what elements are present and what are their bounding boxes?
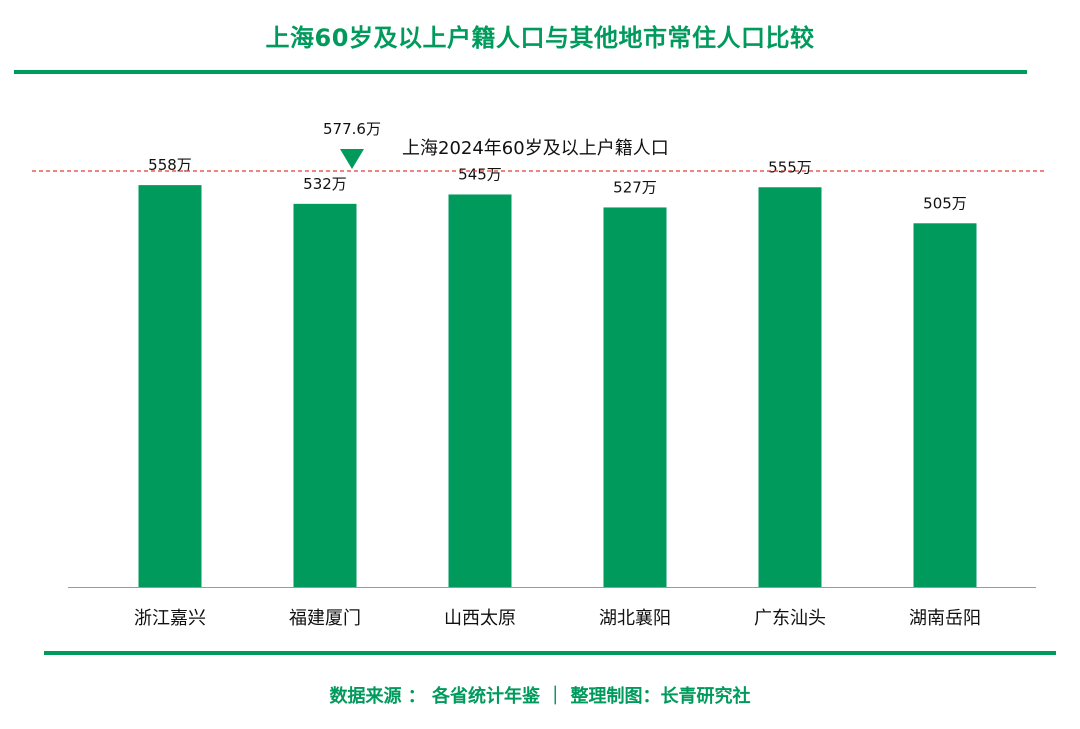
reference-line-label: 上海2024年60岁及以上户籍人口 <box>402 138 669 159</box>
bar-value-label: 505万 <box>923 194 967 212</box>
x-tick-label: 广东汕头 <box>754 608 826 629</box>
x-tick-label: 福建厦门 <box>289 608 361 629</box>
bar <box>758 187 822 587</box>
bar <box>603 207 667 587</box>
bar <box>448 194 512 587</box>
bar-value-label: 532万 <box>303 175 347 193</box>
chart-title: 上海60岁及以上户籍人口与其他地市常住人口比较 <box>265 24 815 52</box>
reference-marker-icon <box>340 149 364 169</box>
footer-divider <box>44 651 1056 655</box>
bar-value-label: 558万 <box>148 156 192 174</box>
bar-value-label: 555万 <box>768 158 812 176</box>
x-tick-label: 湖北襄阳 <box>599 608 671 629</box>
reference-value-label: 577.6万 <box>323 120 381 138</box>
x-tick-label: 山西太原 <box>444 608 516 629</box>
bar <box>293 203 357 587</box>
title-underline <box>14 70 1027 74</box>
bar <box>138 185 202 588</box>
bar <box>913 223 977 587</box>
x-tick-label: 湖南岳阳 <box>909 608 981 629</box>
bar-value-label: 545万 <box>458 165 502 183</box>
x-tick-label: 浙江嘉兴 <box>134 608 206 629</box>
bar-value-label: 527万 <box>613 178 657 196</box>
source-note: 数据来源 ： 各省统计年鉴 ｜ 整理制图：长青研究社 <box>329 686 751 707</box>
